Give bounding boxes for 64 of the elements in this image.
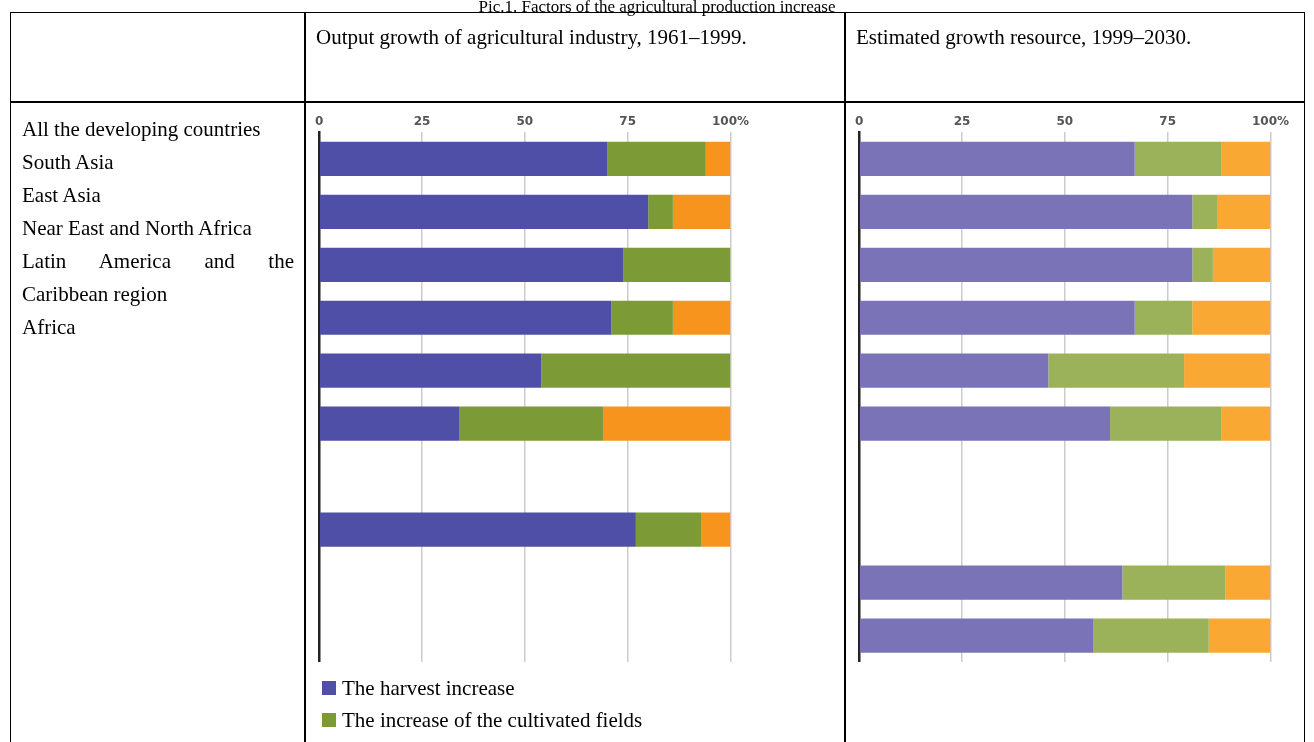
bar	[672, 194, 731, 229]
bar	[1093, 618, 1209, 653]
bar	[859, 247, 1193, 282]
x-tick-label: 75	[619, 114, 636, 129]
bar	[319, 512, 636, 547]
x-tick-label: 75	[1159, 114, 1176, 129]
x-tick-label: 0	[315, 114, 324, 129]
text: All the developing countries	[22, 116, 262, 143]
bar	[1110, 406, 1222, 441]
bar	[1048, 353, 1185, 388]
bar	[1192, 300, 1271, 335]
bar	[859, 194, 1193, 229]
x-tick-label: 100%	[711, 114, 749, 129]
bar	[1134, 141, 1222, 176]
legend-label: The increase of the cultivated fields	[342, 707, 643, 734]
chart-title: Estimated growth resource, 1999–2030.	[855, 24, 1193, 51]
bar	[319, 353, 542, 388]
x-tick-label: 25	[953, 114, 971, 129]
bar	[319, 247, 624, 282]
bar	[1221, 406, 1271, 441]
bar	[1192, 247, 1213, 282]
text: South Asia	[22, 149, 115, 176]
bar	[1221, 141, 1271, 176]
x-tick-label: 0	[855, 114, 864, 129]
bar	[672, 300, 731, 335]
bar	[701, 512, 731, 547]
bar	[1217, 194, 1271, 229]
bar	[319, 406, 460, 441]
bar	[705, 141, 731, 176]
bar	[1208, 618, 1271, 653]
bar	[1225, 565, 1271, 600]
bar	[859, 141, 1135, 176]
legend-label: The harvest increase	[342, 675, 515, 702]
bar	[319, 194, 649, 229]
chart-title: Output growth of agricultural industry, 1961–1999.	[316, 25, 747, 49]
bar	[1122, 565, 1226, 600]
bar	[541, 353, 731, 388]
bar	[1184, 353, 1271, 388]
x-tick-label: 50	[1056, 114, 1074, 129]
bar	[859, 618, 1094, 653]
x-tick-label: 25	[413, 114, 431, 129]
text: Near East and North Africa	[22, 215, 253, 242]
bar	[1192, 194, 1217, 229]
x-tick-label: 100%	[1251, 114, 1289, 129]
bar	[319, 300, 612, 335]
bar	[611, 300, 673, 335]
bar	[859, 353, 1049, 388]
bar	[859, 300, 1135, 335]
bar	[623, 247, 731, 282]
bar	[607, 141, 706, 176]
bar	[635, 512, 702, 547]
bar	[859, 565, 1123, 600]
x-tick-label: 50	[516, 114, 534, 129]
text: Pic.1. Factors of the agricultural production increase	[477, 0, 837, 17]
text: Latin America and the Caribbean region	[22, 248, 294, 308]
bar	[602, 406, 731, 441]
bar	[319, 141, 608, 176]
text: East Asia	[22, 182, 102, 209]
bar	[1212, 247, 1271, 282]
bar	[859, 406, 1111, 441]
bar	[648, 194, 673, 229]
text: Africa	[22, 314, 77, 341]
bar	[1134, 300, 1193, 335]
bar	[459, 406, 603, 441]
